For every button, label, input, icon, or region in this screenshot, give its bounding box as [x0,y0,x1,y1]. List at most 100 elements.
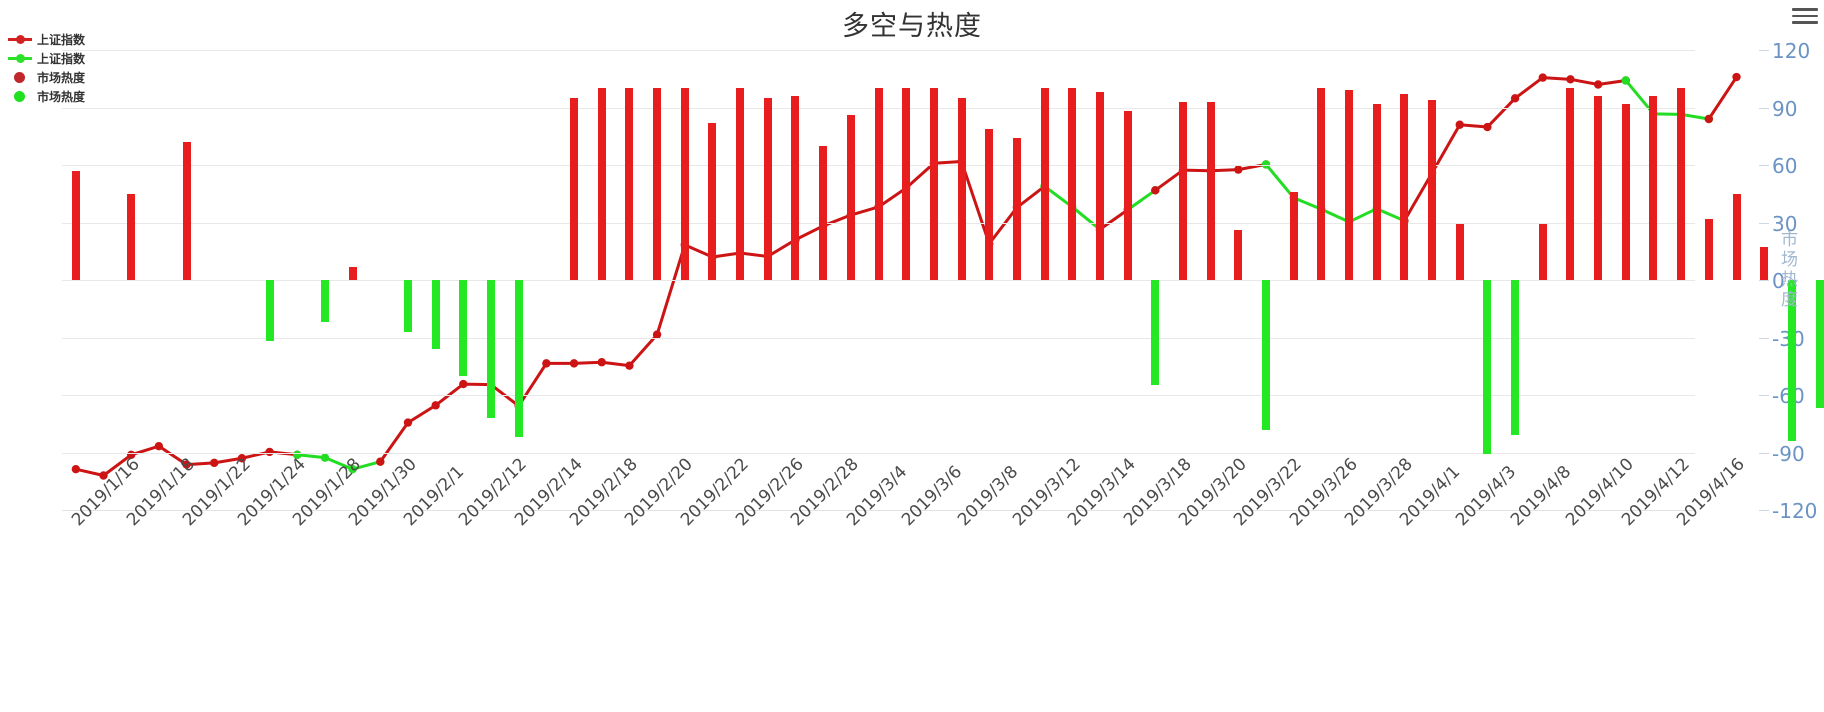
index-marker[interactable] [71,464,81,474]
heat-bar[interactable] [1345,90,1354,280]
heat-bar[interactable] [1621,103,1630,280]
index-marker[interactable] [1234,165,1243,174]
heat-bar[interactable] [1151,280,1160,386]
index-marker[interactable] [1566,75,1575,84]
heat-bar[interactable] [1317,88,1326,280]
heat-bar[interactable] [514,280,523,438]
index-marker[interactable] [1483,122,1492,132]
heat-bar[interactable] [653,88,662,280]
heat-bar[interactable] [1483,280,1492,455]
index-marker[interactable] [237,454,247,463]
index-marker[interactable] [154,441,164,451]
heat-bar[interactable] [1068,88,1077,280]
heat-bar[interactable] [1677,88,1686,280]
legend-item-2[interactable]: 市场热度 [8,68,85,86]
index-marker[interactable] [431,401,440,410]
index-marker[interactable] [1455,120,1464,129]
heat-bar[interactable] [846,115,855,280]
index-marker[interactable] [348,464,357,474]
heat-bar[interactable] [1095,92,1104,280]
heat-bar[interactable] [957,97,966,280]
heat-bar[interactable] [985,128,994,280]
heat-bar[interactable] [1234,230,1243,280]
heat-bar[interactable] [1206,101,1215,280]
heat-bar[interactable] [348,266,357,280]
index-marker[interactable] [265,447,274,457]
index-line-green[interactable] [1264,162,1406,224]
index-marker[interactable] [210,458,219,468]
heat-bar[interactable] [403,280,412,332]
heat-bar[interactable] [1787,280,1796,441]
heat-bar[interactable] [1704,218,1713,280]
index-marker[interactable] [403,418,413,427]
index-marker[interactable] [652,330,662,339]
index-marker[interactable] [1621,76,1631,85]
legend-dot-icon-2 [8,70,32,84]
heat-bar[interactable] [1760,247,1769,280]
heat-bar[interactable] [736,88,745,280]
index-marker[interactable] [1538,73,1547,82]
index-marker[interactable] [1704,114,1714,124]
index-marker[interactable] [597,358,606,367]
heat-bar[interactable] [763,97,772,280]
heat-bar[interactable] [680,88,689,280]
heat-bar[interactable] [625,88,634,280]
index-marker[interactable] [569,359,579,368]
heat-bar[interactable] [902,88,911,280]
index-marker[interactable] [1151,186,1160,195]
heat-bar[interactable] [71,170,80,280]
heat-bar[interactable] [1178,101,1187,280]
heat-bar[interactable] [708,122,717,280]
heat-bar[interactable] [487,280,495,418]
index-marker[interactable] [1510,94,1520,103]
legend-item-3[interactable]: 市场热度 [8,87,85,105]
heat-bar[interactable] [320,280,329,323]
heat-bar[interactable] [819,145,828,280]
index-marker[interactable] [625,361,634,370]
heat-bar[interactable] [791,96,800,280]
heat-bar[interactable] [597,88,606,280]
heat-bar[interactable] [1123,111,1132,280]
legend-item-0[interactable]: 上证指数 [8,30,85,48]
index-marker[interactable] [99,471,108,480]
heat-bar[interactable] [431,280,440,349]
heat-bar[interactable] [874,88,883,280]
index-line-red[interactable] [1707,75,1739,121]
heat-bar[interactable] [127,193,136,280]
heat-bar[interactable] [1261,280,1270,430]
heat-bar[interactable] [1538,224,1547,280]
index-marker[interactable] [320,453,330,462]
heat-bar[interactable] [1594,96,1603,280]
index-marker[interactable] [1732,72,1741,82]
heat-bar[interactable] [929,88,938,280]
heat-bar[interactable] [570,97,579,280]
index-marker[interactable] [376,457,385,466]
heat-bar[interactable] [1566,88,1575,280]
index-line-green[interactable] [1624,78,1711,121]
heat-bar[interactable] [1428,99,1437,280]
heat-bar[interactable] [182,142,191,280]
heat-bar[interactable] [1372,103,1381,280]
heat-bar[interactable] [459,280,468,376]
heat-bar[interactable] [1455,224,1464,280]
index-marker[interactable] [1261,160,1271,169]
heat-bar[interactable] [265,280,274,342]
heat-bar[interactable] [1012,138,1021,280]
heat-bar[interactable] [1511,280,1520,436]
hamburger-menu-icon[interactable] [1792,8,1818,26]
heat-bar[interactable] [1040,88,1049,280]
heat-bar[interactable] [1289,191,1298,280]
index-line-red[interactable] [1098,208,1130,231]
index-line-green[interactable] [295,453,382,471]
legend-label-3: 市场热度 [37,89,86,104]
index-marker[interactable] [459,379,468,389]
heat-bar[interactable] [1815,280,1824,409]
heat-bar[interactable] [1400,94,1409,280]
heat-bar[interactable] [1732,193,1741,280]
index-marker[interactable] [542,359,551,368]
legend-item-1[interactable]: 上证指数 [8,49,85,67]
index-marker[interactable] [1593,80,1603,89]
index-line-green[interactable] [1126,188,1157,212]
index-marker[interactable] [182,460,191,469]
heat-bar[interactable] [1649,96,1658,280]
